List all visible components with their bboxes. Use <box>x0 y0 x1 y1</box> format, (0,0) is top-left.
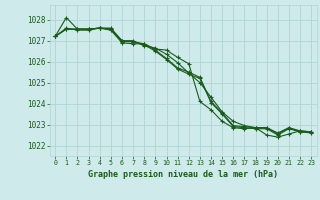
X-axis label: Graphe pression niveau de la mer (hPa): Graphe pression niveau de la mer (hPa) <box>88 170 278 179</box>
